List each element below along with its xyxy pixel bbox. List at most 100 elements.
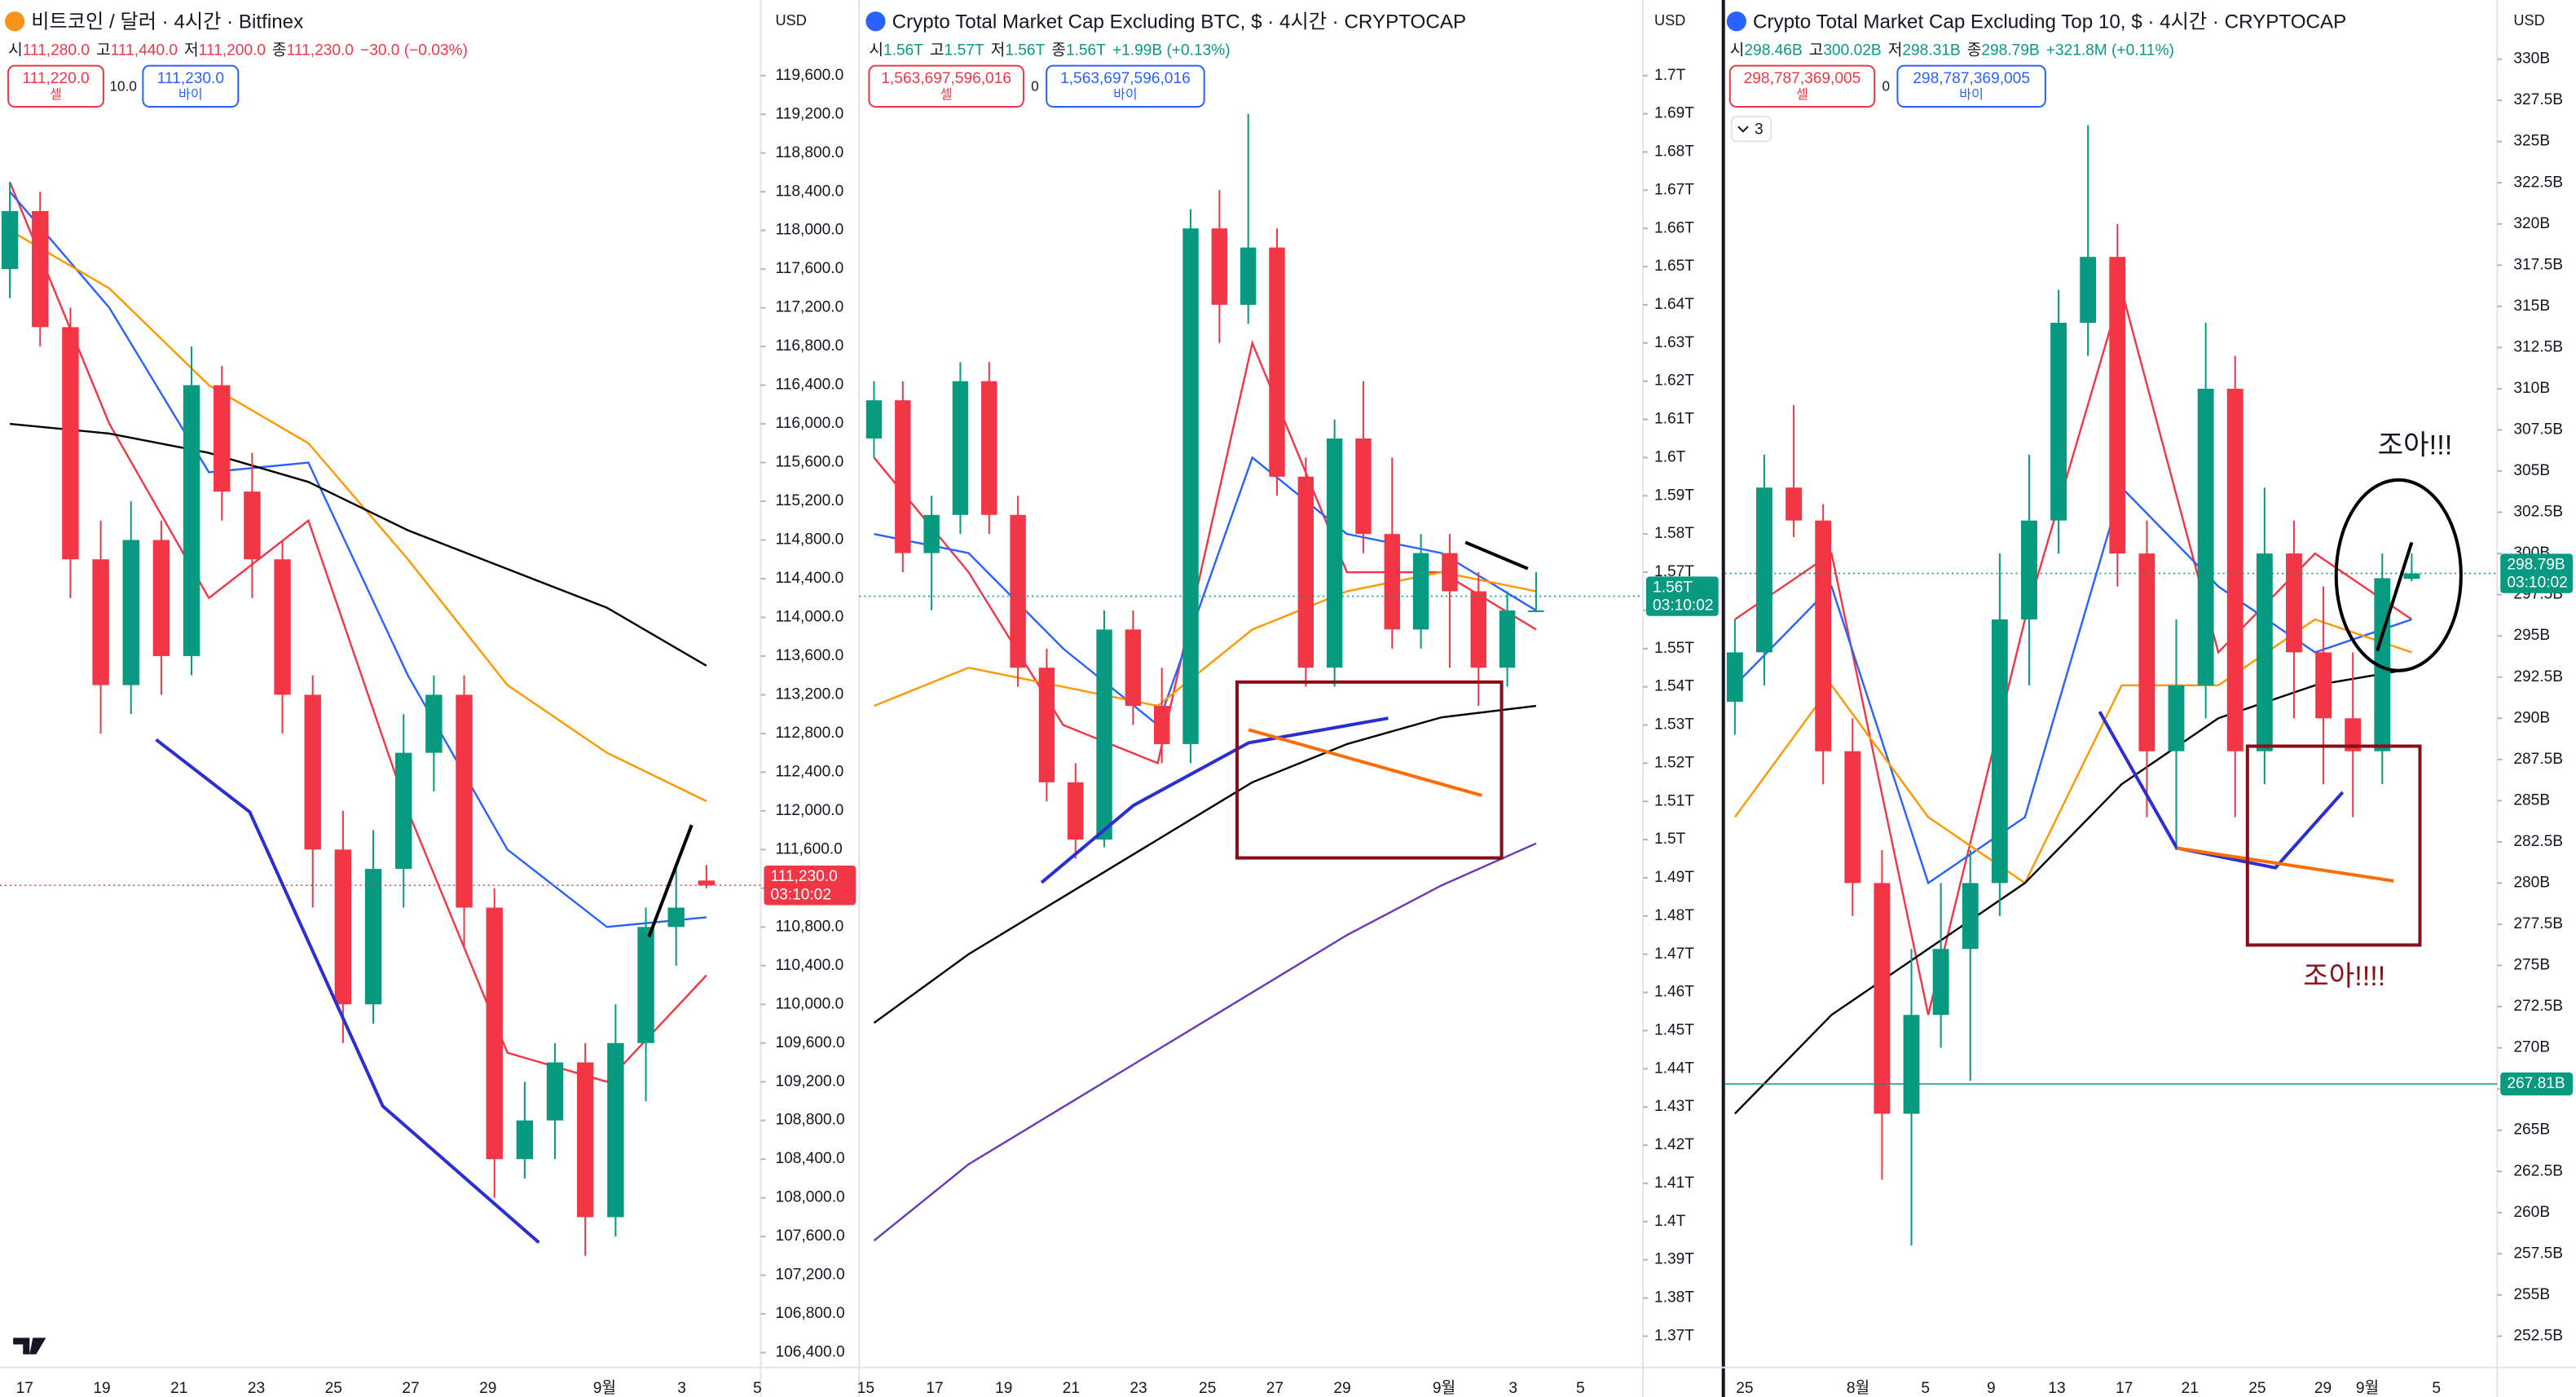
last-price-tag [1645,576,1719,616]
candle-body [2021,520,2037,619]
price-tick-label: 119,600.0 [776,67,844,84]
price-tick-label: 285B [2513,791,2550,809]
candle-body [1470,591,1486,668]
candle-body [698,880,716,886]
trend-line [2098,711,2345,870]
price-tick-label: 114,000.0 [776,609,844,626]
chart-panel: USD 1.7T 1.69T 1.68T 1.67T 1.66T 1.65T 1.64T 1.6… [857,11,1719,1397]
price-tick-label: 106,400.0 [776,1344,845,1361]
trend-line [1464,540,1529,571]
ohlc-value: 1.56T [1005,42,1045,59]
candle-body [1211,228,1228,305]
price-tick-label: 1.4T [1654,1213,1686,1230]
candle-body [1182,228,1199,744]
price-tick-label: 113,600.0 [776,647,844,664]
buy-button[interactable] [142,64,240,108]
price-tick-label: 1.37T [1654,1327,1694,1344]
candle-body [486,907,503,1160]
currency-label: USD [776,12,807,29]
ohlc-key: 저 [1888,42,1903,59]
candle-body [1,210,19,270]
candle-body [2226,388,2244,751]
moving-average [873,704,1537,1025]
spread-label: 0 [1031,77,1039,94]
price-tick-label: 109,600.0 [776,1034,845,1051]
candle-body [1528,610,1544,612]
price-tick-label: 1.65T [1654,258,1694,275]
candle-body [1125,629,1142,707]
buy-button[interactable] [1046,64,1205,108]
logo-mark [13,1338,46,1355]
price-tick-label: 1.38T [1654,1289,1694,1307]
candle-body [214,385,231,492]
price-tick-label: 317.5B [2513,256,2563,273]
ohlc-key: 고 [96,42,111,59]
time-tick-label: 9월 [2356,1379,2379,1397]
time-tick-label: 9월 [593,1379,616,1397]
ohlc-value: 300.02B [1823,42,1881,59]
price-tick-label: 255B [2513,1286,2550,1303]
price-tick-label: 1.51T [1654,792,1694,809]
price-tick-label: 118,000.0 [776,222,844,239]
price-tick-label: 117,200.0 [776,299,844,316]
last-price-tag [764,866,856,906]
annotation-text: 조아!!!! [2303,961,2385,992]
price-tick-label: 307.5B [2513,421,2563,438]
price-tick-label: 272.5B [2513,998,2563,1015]
price-tick-label: 325B [2513,133,2550,150]
ohlc-key: 시 [1730,42,1745,59]
buy-label: 바이 [178,87,203,102]
time-tick-label: 15 [857,1380,874,1397]
candle-body [1932,949,1949,1016]
ohlc-key: 고 [930,42,945,59]
time-tick-label: 25 [325,1380,342,1397]
sell-button[interactable] [868,64,1024,108]
ohlc-row: 시298.46B 고300.02B 저298.31B 종298.79B +321.8M … [1730,42,2174,59]
sell-label: 셀 [1796,87,1808,102]
price-tick-label: 112,000.0 [776,802,844,819]
candle-body [1010,514,1026,668]
price-tick-label: 1.53T [1654,716,1694,734]
logo [13,1338,46,1355]
candle-body [1297,476,1314,668]
indicator-toggle[interactable] [1730,116,1772,143]
trend-line [155,738,540,1244]
time-tick-label: 19 [93,1380,110,1397]
sell-button[interactable] [1728,64,1876,108]
ohlc-value: 298.31B [1902,42,1960,59]
countdown-label: 03:10:02 [1653,597,1714,615]
candle-body [1844,751,1861,884]
price-tick-label: 1.57T [1654,563,1694,580]
symbol-icon [865,11,886,32]
price-tick-label: 305B [2513,462,2550,479]
buy-button[interactable] [1896,64,2046,108]
price-tick-label: 1.54T [1654,678,1694,695]
candle-body [2256,553,2273,751]
price-tick-label: 1.45T [1654,1022,1694,1039]
highlight-box [1235,680,1504,860]
price-tick-label: 265B [2513,1122,2550,1139]
price-tick-label: 1.58T [1654,525,1694,542]
price-tick-label: 1.39T [1654,1251,1694,1268]
sell-button[interactable] [7,64,105,108]
time-tick-label: 27 [402,1380,419,1397]
time-tick-label: 5 [753,1380,762,1397]
indicator-count: 3 [1755,121,1764,138]
price-tick-label: 1.55T [1654,640,1694,657]
candle-body [2315,652,2332,719]
ohlc-value: 298.46B [1744,42,1802,59]
candle-body [2138,553,2155,751]
price-tick-label: 117,600.0 [776,260,844,277]
currency-label: USD [1654,12,1685,29]
price-tick-label: 116,800.0 [776,337,844,355]
candle-body [1153,706,1170,744]
ohlc-key: 시 [8,42,23,59]
trend-line [2376,541,2414,652]
price-tick-label: 1.63T [1654,334,1694,351]
level-tag [2500,1072,2573,1095]
price-tick-label: 108,400.0 [776,1150,845,1167]
price-tick-label: 1.47T [1654,945,1694,963]
candle-body [576,1062,594,1218]
price-tick-label: 118,400.0 [776,183,844,200]
